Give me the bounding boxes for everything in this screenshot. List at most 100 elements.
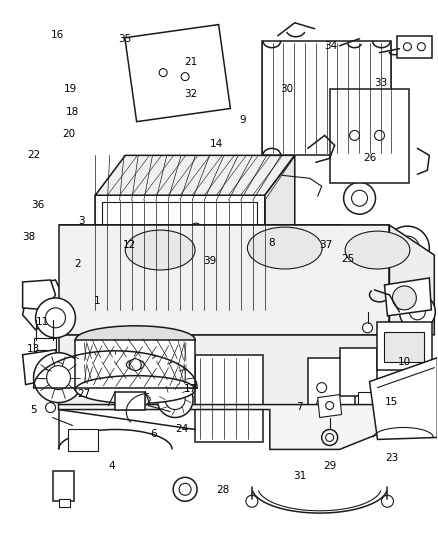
Bar [192,230,200,248]
Text: 39: 39 [204,256,217,266]
Circle shape [399,294,435,330]
Bar [308,358,360,430]
Text: 18: 18 [66,108,79,117]
Circle shape [34,353,83,402]
Polygon shape [95,155,295,195]
Circle shape [352,190,367,206]
Bar [35,350,53,358]
Circle shape [181,72,189,80]
Circle shape [246,495,258,507]
Polygon shape [23,280,56,310]
Text: 35: 35 [119,34,132,44]
Bar [102,202,257,302]
Polygon shape [23,280,63,330]
Ellipse shape [125,230,195,270]
Text: 5: 5 [30,405,37,415]
Text: 37: 37 [319,240,332,251]
Text: 13: 13 [27,344,40,354]
Text: 31: 31 [293,471,307,481]
Bar [339,348,378,395]
Text: 21: 21 [184,57,197,67]
Circle shape [317,383,327,393]
Circle shape [157,382,193,417]
Ellipse shape [345,231,410,269]
Circle shape [321,430,338,446]
Text: 36: 36 [31,200,44,211]
Text: 22: 22 [27,150,40,160]
Text: 8: 8 [268,238,275,248]
Polygon shape [318,394,342,417]
Text: 19: 19 [64,84,77,93]
Text: 1: 1 [93,296,100,306]
Circle shape [326,401,334,409]
Bar [34,338,56,352]
Bar [195,355,263,442]
Text: 2: 2 [74,259,81,269]
Polygon shape [59,225,389,240]
Text: 38: 38 [22,232,36,243]
Text: 28: 28 [217,484,230,495]
Text: 32: 32 [184,89,197,99]
Text: 4: 4 [109,461,115,471]
Bar [125,25,230,122]
Text: 20: 20 [62,128,75,139]
Polygon shape [389,335,434,405]
Bar [395,270,420,282]
Ellipse shape [75,376,195,403]
Ellipse shape [126,360,144,370]
Bar [59,499,71,507]
Text: 27: 27 [77,389,90,399]
Circle shape [385,226,429,270]
Text: 26: 26 [363,152,376,163]
Circle shape [34,370,43,379]
Polygon shape [59,405,389,449]
Text: 17: 17 [184,384,197,394]
Text: 33: 33 [374,78,387,88]
Polygon shape [265,155,295,310]
Circle shape [179,483,191,495]
Ellipse shape [75,326,195,354]
Bar [355,368,406,419]
Text: 10: 10 [398,357,411,367]
Circle shape [350,131,360,140]
Circle shape [392,286,417,310]
Circle shape [165,390,185,409]
Circle shape [417,43,425,51]
Circle shape [129,359,141,370]
Circle shape [173,478,197,501]
Circle shape [317,399,327,409]
Circle shape [46,366,71,390]
Text: 23: 23 [385,453,398,463]
Polygon shape [370,358,437,439]
Text: 24: 24 [175,424,188,433]
Circle shape [370,386,379,397]
Circle shape [46,402,56,413]
Bar [397,36,432,58]
Circle shape [363,323,372,333]
Bar [330,88,410,183]
Text: 14: 14 [210,139,223,149]
Ellipse shape [247,227,322,269]
Circle shape [367,156,375,164]
Circle shape [374,131,385,140]
Text: 15: 15 [385,397,398,407]
Text: 12: 12 [123,240,136,251]
Bar [378,322,432,370]
Bar [262,41,392,155]
Circle shape [410,304,425,320]
Circle shape [159,69,167,77]
Polygon shape [385,278,431,316]
Text: 25: 25 [341,254,354,263]
Bar [68,430,99,451]
Polygon shape [23,350,59,385]
Circle shape [403,43,411,51]
Text: 16: 16 [51,30,64,41]
Circle shape [35,298,75,338]
Text: 30: 30 [280,84,293,93]
Polygon shape [59,335,389,405]
Circle shape [191,223,201,233]
Text: 7: 7 [297,402,303,413]
Text: 11: 11 [35,317,49,327]
Bar [357,392,432,432]
Circle shape [396,236,419,260]
